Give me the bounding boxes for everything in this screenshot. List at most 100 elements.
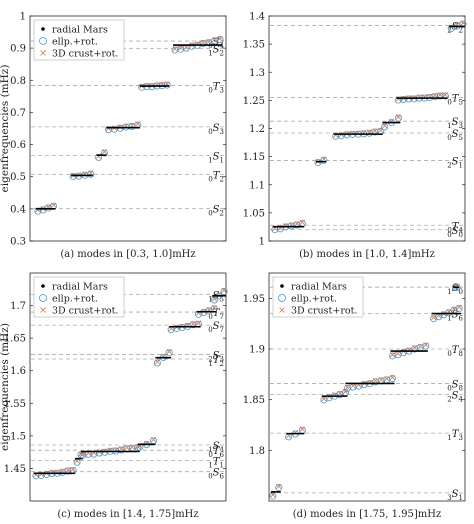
3d-crust-rot-point [195, 320, 202, 326]
ellp-rot-point [337, 132, 345, 140]
3d-crust-rot-point [299, 426, 305, 432]
ellp-rot-point [73, 458, 81, 466]
chart-panel-2: 1.451.51.551.61.651.71S50T70S72S31T21S40… [0, 272, 228, 520]
ellp-rot-point [388, 352, 396, 360]
legend-label: radial Mars [52, 25, 108, 36]
ellp-rot-point [455, 304, 463, 312]
legend-marker-radial [280, 284, 284, 288]
plot-frame [29, 272, 227, 502]
3d-crust-rot-point [178, 45, 184, 51]
3d-crust-rot-point [270, 492, 276, 498]
ellp-rot-point [411, 345, 419, 353]
ellp-rot-point [365, 129, 373, 137]
3d-crust-rot-point [206, 38, 212, 45]
ellp-rot-point [320, 156, 328, 164]
ellp-rot-point [269, 492, 277, 500]
ellp-rot-point [388, 375, 396, 383]
ellp-rot-point [171, 46, 179, 54]
ellp-rot-point [371, 128, 379, 136]
legend-label: ellp.+rot. [291, 294, 337, 305]
ellp-rot-point [332, 132, 340, 140]
y-tick-label: 0.4 [10, 204, 26, 215]
3d-crust-rot-point [378, 377, 384, 383]
3d-crust-rot-point [80, 451, 86, 457]
y-tick-label: 1.8 [249, 446, 265, 457]
legend-box [33, 276, 125, 318]
chart-panel-1: 11.051.11.151.21.251.31.351.42S20T51S30S… [243, 12, 467, 260]
ellp-rot-point [459, 20, 467, 28]
ellp-rot-point [325, 394, 333, 402]
y-tick-label: 1 [259, 237, 265, 248]
y-tick-label: 1.7 [10, 301, 26, 312]
3d-crust-rot-point [118, 446, 124, 452]
legend-label: ellp.+rot. [52, 37, 98, 48]
3d-crust-rot-point [70, 466, 76, 472]
3d-crust-rot-point [350, 383, 356, 389]
y-tick-label: 1.55 [4, 399, 26, 410]
ellp-rot-point [400, 348, 408, 356]
y-tick-label: 1.25 [243, 96, 265, 107]
ellp-rot-point [298, 426, 306, 434]
ellp-rot-point [360, 381, 368, 389]
3d-crust-rot-point [88, 170, 94, 176]
legend-label: radial Mars [52, 282, 108, 293]
y-tick-label: 1.05 [243, 208, 265, 219]
ellp-rot-point [189, 321, 197, 329]
3d-crust-rot-point [129, 122, 135, 128]
y-tick-label: 0.5 [10, 172, 26, 183]
y-tick-label: 0.7 [10, 108, 26, 119]
ellp-rot-point [177, 45, 185, 53]
mode-label-0T2: 0T2 [208, 170, 224, 183]
legend-marker-ellp [39, 37, 47, 45]
3d-crust-rot-point [432, 92, 438, 99]
ellp-rot-point [199, 39, 207, 47]
ellp-rot-point [422, 342, 430, 350]
y-tick-label: 1.95 [243, 294, 265, 305]
3d-crust-rot-point [74, 458, 80, 464]
3d-crust-rot-point [395, 114, 401, 120]
3d-crust-rot-point [50, 202, 57, 208]
3d-crust-rot-point [101, 149, 108, 155]
y-tick-label: 1.45 [4, 464, 26, 475]
legend-marker-ellp [278, 294, 286, 302]
3d-crust-rot-point [344, 384, 350, 390]
ellp-rot-point [372, 378, 380, 386]
3d-crust-rot-point [65, 467, 71, 473]
3d-crust-rot-point [211, 37, 218, 43]
y-tick-label: 1 [20, 12, 26, 23]
3d-crust-rot-point [389, 352, 396, 358]
3d-crust-rot-point [221, 287, 227, 293]
y-tick-label: 1.35 [243, 40, 265, 51]
mode-label-3S1: 3S1 [447, 489, 463, 502]
ellp-rot-point [87, 170, 95, 178]
legend-label: 3D crust+rot. [52, 306, 118, 317]
mode-label-1T1: 1T1 [208, 457, 224, 470]
mode-label-1S6: 1S6 [447, 310, 463, 323]
mode-label-0T6: 0T6 [208, 446, 224, 459]
mode-label-0S6: 0S6 [208, 468, 224, 481]
ellp-rot-point [188, 42, 196, 50]
ellp-rot-point [44, 204, 52, 212]
y-tick-label: 1.2 [249, 124, 265, 135]
mode-label-1S3: 1S3 [447, 117, 463, 130]
mode-label-0S3: 0S3 [208, 123, 224, 136]
mode-label-0S2: 0S2 [208, 205, 224, 218]
3d-crust-rot-point [431, 314, 437, 321]
legend-box [272, 276, 364, 318]
ellp-rot-point [210, 296, 218, 304]
mode-label-2S4: 2S4 [447, 391, 463, 404]
mode-label-1T2: 1T2 [208, 355, 224, 368]
ellp-rot-point [220, 288, 228, 296]
3d-crust-rot-point [135, 121, 141, 127]
3d-crust-rot-point [451, 306, 457, 312]
legend-marker-radial [41, 284, 45, 288]
3d-crust-rot-point [211, 305, 217, 311]
mode-label-0S8: 0S8 [447, 379, 463, 392]
3d-crust-rot-point [437, 92, 443, 98]
3d-crust-rot-point [372, 128, 378, 134]
legend-marker-ellp [39, 294, 47, 302]
mode-label-0T8: 0T8 [447, 345, 463, 358]
plot-frame [268, 15, 466, 242]
